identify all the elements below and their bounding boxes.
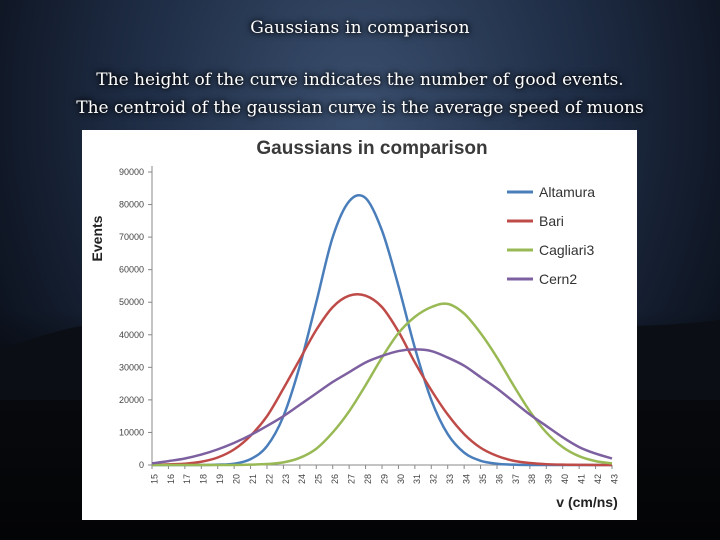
legend-label: Bari (539, 213, 564, 229)
x-tick-label: 26 (330, 474, 340, 484)
x-tick-label: 27 (347, 474, 357, 484)
x-tick-label: 25 (314, 474, 324, 484)
y-tick-label: 80000 (119, 200, 144, 210)
chart-title: Gaussians in comparison (256, 138, 487, 159)
series-line-bari (151, 293, 613, 467)
y-tick-label: 40000 (119, 330, 144, 340)
legend-label: Altamura (539, 184, 595, 200)
y-tick-label: 10000 (119, 427, 144, 437)
x-tick-label: 34 (462, 474, 472, 484)
x-tick-label: 28 (363, 474, 373, 484)
x-tick-label: 21 (248, 474, 258, 484)
x-tick-label: 43 (609, 474, 619, 484)
slide-subtitle-line1: The height of the curve indicates the nu… (96, 70, 624, 90)
x-tick-label: 42 (593, 474, 603, 484)
x-tick-label: 20 (232, 474, 242, 484)
x-axis-title: v (cm/ns) (556, 494, 617, 510)
x-tick-label: 33 (445, 474, 455, 484)
x-tick-label: 22 (264, 474, 274, 484)
gaussian-chart: Gaussians in comparison 0 10000 20000 30000 4… (89, 138, 619, 510)
y-tick-label: 50000 (119, 297, 144, 307)
y-tick-label: 90000 (119, 167, 144, 177)
y-axis-title: Events (89, 215, 105, 261)
x-tick-label: 23 (281, 474, 291, 484)
series-line-cagliari3 (152, 302, 613, 467)
x-tick-label: 31 (412, 474, 422, 484)
series-line-cern2 (151, 348, 613, 465)
y-tick-label: 70000 (119, 232, 144, 242)
x-tick-label: 37 (511, 474, 521, 484)
y-tick-label: 60000 (119, 265, 144, 275)
x-tick-label: 32 (429, 474, 439, 484)
y-tick-label: 0 (139, 460, 144, 470)
x-tick-label: 17 (182, 474, 192, 484)
chart-panel: Gaussians in comparison 0 10000 20000 30000 4… (82, 130, 637, 520)
x-tick-label: 29 (379, 474, 389, 484)
legend-label: Cern2 (539, 271, 577, 287)
x-tick-label: 40 (560, 474, 570, 484)
slide-title: Gaussians in comparison (250, 18, 470, 38)
x-tick-label: 19 (215, 474, 225, 484)
y-tick-label: 20000 (119, 395, 144, 405)
x-tick-label: 38 (527, 474, 537, 484)
x-tick-label: 30 (396, 474, 406, 484)
x-tick-label: 15 (149, 474, 159, 484)
x-tick-label: 39 (544, 474, 554, 484)
x-tick-label: 35 (478, 474, 488, 484)
y-tick-label: 30000 (119, 362, 144, 372)
legend-label: Cagliari3 (539, 242, 594, 258)
x-tick-label: 24 (297, 474, 307, 484)
x-tick-label: 16 (166, 474, 176, 484)
x-tick-label: 18 (199, 474, 209, 484)
slide-subtitle-line2: The centroid of the gaussian curve is th… (76, 98, 644, 118)
x-tick-label: 41 (577, 474, 587, 484)
x-tick-label: 36 (494, 474, 504, 484)
